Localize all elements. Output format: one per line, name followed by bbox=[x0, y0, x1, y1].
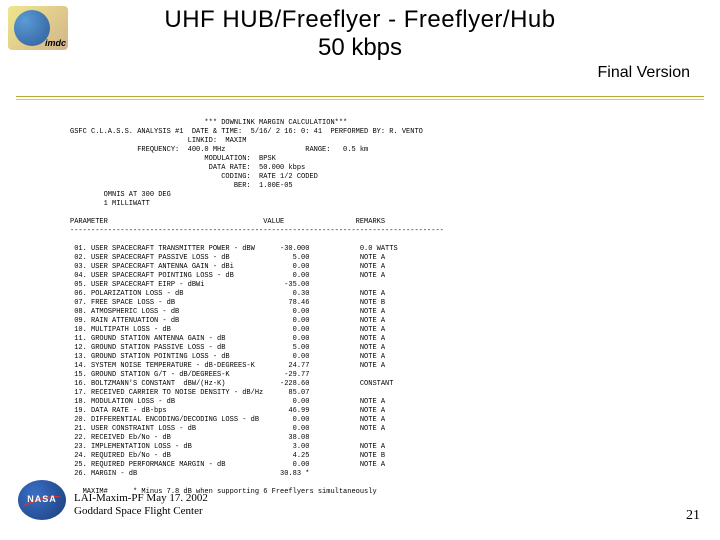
title-line2: 50 kbps bbox=[0, 34, 720, 62]
footer-line1: LAI-Maxim-PF May 17. 2002 bbox=[74, 492, 208, 504]
final-version-label: Final Version bbox=[598, 64, 691, 82]
link-budget-table: *** DOWNLINK MARGIN CALCULATION*** GSFC … bbox=[70, 119, 444, 497]
divider-shadow bbox=[16, 99, 704, 100]
page-number: 21 bbox=[686, 508, 700, 524]
footer-text: LAI-Maxim-PF May 17. 2002 Goddard Space … bbox=[74, 492, 208, 518]
nasa-logo: NASA bbox=[18, 480, 66, 520]
nasa-logo-text: NASA bbox=[18, 494, 66, 504]
divider bbox=[16, 96, 704, 97]
footer-line2: Goddard Space Flight Center bbox=[74, 505, 203, 517]
title-line1: UHF HUB/Freeflyer - Freeflyer/Hub bbox=[0, 6, 720, 34]
page-title: UHF HUB/Freeflyer - Freeflyer/Hub 50 kbp… bbox=[0, 6, 720, 62]
